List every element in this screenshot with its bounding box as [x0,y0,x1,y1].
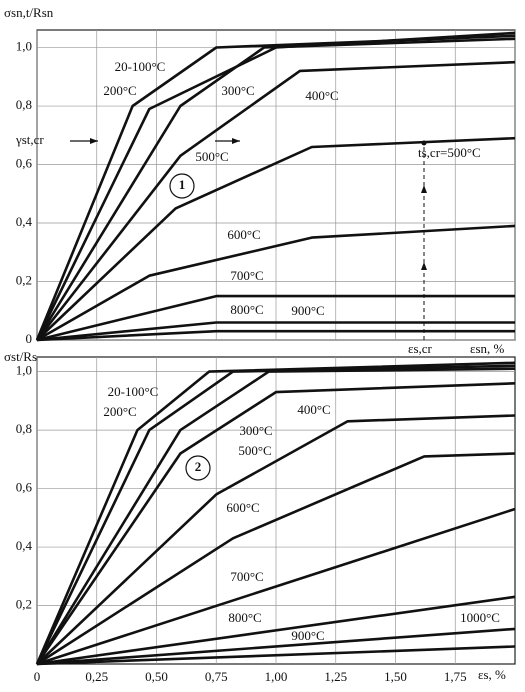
curve [36,452,516,666]
curve-label: 900°C [291,628,324,643]
y-tick-label: 0,6 [16,480,33,495]
curve-label: 800°C [228,610,261,625]
curve [36,414,516,665]
curve [35,37,516,341]
curve-label: 300°C [221,83,254,98]
x-tick-label: 1,75 [444,669,467,684]
y-tick-label: 0,2 [16,272,32,287]
x-tick-label: 1,00 [265,669,288,684]
curve-label: 300°C [239,423,272,438]
curve [35,367,516,665]
curve-label: 400°C [297,402,330,417]
annotation: γst,cr [15,132,44,147]
y-axis-label: σst/Rs [4,349,37,364]
y-tick-label: 0,8 [16,421,32,436]
curve-label: 200°C [103,83,136,98]
curve-label: 600°C [226,500,259,515]
y-axis-label: σsn,t/Rsn [4,5,54,20]
y-tick-label: 0,8 [16,97,32,112]
x-axis-label: εs, % [478,667,506,682]
y-tick-label: 0,6 [16,156,33,171]
x-tick-label: 0 [34,669,41,684]
curve [36,329,515,342]
curve-label: 20-100°C [108,384,159,399]
curve-label: 20-100°C [115,59,166,74]
arrow-head [232,138,240,144]
curve-label: 600°C [227,227,260,242]
curve-label: 700°C [230,268,263,283]
curve-label: 700°C [230,569,263,584]
annotation-circle [185,455,211,481]
y-tick-label: 0,2 [16,597,32,612]
y-tick-label: 1,0 [16,363,32,378]
x-tick-label: 0,25 [85,669,108,684]
curve-label: 800°C [230,302,263,317]
curve [36,136,516,341]
curve [35,361,516,665]
arrow-head [90,138,98,144]
curve [35,31,516,341]
x-tick-label: 0,50 [145,669,168,684]
curve-label: 1000°C [460,610,500,625]
curve [35,382,516,665]
x-tick-label: 0,75 [205,669,228,684]
y-tick-label: 0 [26,331,33,346]
curve [36,595,516,666]
arrow-head [421,262,427,270]
curve-label: 900°C [291,303,324,318]
curve [36,507,516,666]
y-tick-label: 0,4 [16,538,33,553]
annotation: εs,cr [408,341,433,356]
y-tick-label: 1,0 [16,39,32,54]
curve [36,627,516,666]
curve [36,321,515,342]
annotation: 1 [179,177,186,192]
x-axis-label: εsn, % [470,341,505,356]
curve-label: 500°C [238,443,271,458]
annotation: 2 [195,459,202,474]
point [421,140,427,146]
curve-label: 400°C [305,88,338,103]
x-tick-label: 1,25 [324,669,347,684]
curve [35,60,516,341]
x-tick-label: 1,50 [384,669,407,684]
curve [35,364,516,665]
y-tick-label: 0,4 [16,214,33,229]
arrow-head [421,185,427,193]
curve [36,645,516,666]
annotation: ts,cr=500°C [418,145,481,160]
curve-label: 200°C [103,404,136,419]
curve [36,224,516,342]
annotation-circle [169,173,195,199]
curve [36,294,515,342]
curve-label: 500°C [195,149,228,164]
